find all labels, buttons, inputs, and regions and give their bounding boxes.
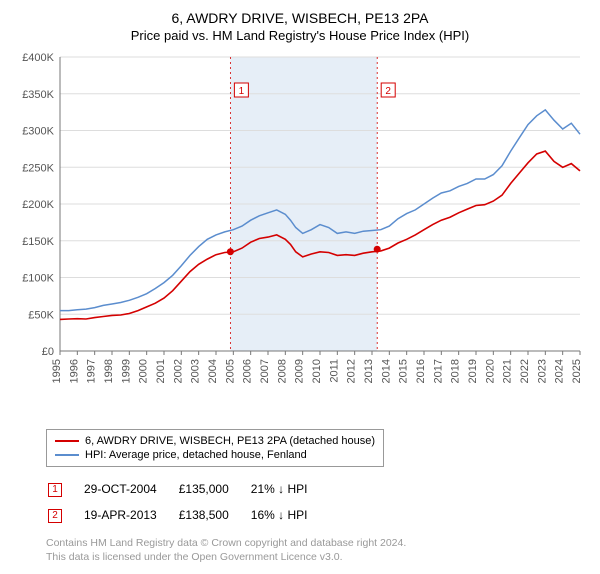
table-row: 1 29-OCT-2004£135,00021% ↓ HPI [48,477,327,501]
svg-text:2010: 2010 [311,359,323,383]
chart-title: 6, AWDRY DRIVE, WISBECH, PE13 2PA [10,10,590,26]
svg-text:2015: 2015 [398,359,410,383]
svg-text:1998: 1998 [103,359,115,383]
sale-delta: 21% ↓ HPI [251,477,328,501]
svg-text:2007: 2007 [259,359,271,383]
table-row: 2 19-APR-2013£138,50016% ↓ HPI [48,503,327,527]
svg-text:2008: 2008 [276,359,288,383]
svg-text:2020: 2020 [484,359,496,383]
svg-text:1997: 1997 [86,359,98,383]
svg-text:2: 2 [385,86,391,97]
svg-text:2006: 2006 [242,359,254,383]
svg-text:£50K: £50K [28,309,54,321]
svg-text:£400K: £400K [22,52,54,64]
svg-text:2017: 2017 [432,359,444,383]
sales-table: 1 29-OCT-2004£135,00021% ↓ HPI 2 19-APR-201… [46,475,329,529]
svg-text:2016: 2016 [415,359,427,383]
svg-text:£200K: £200K [22,199,54,211]
svg-text:2012: 2012 [346,359,358,383]
svg-text:2005: 2005 [224,359,236,383]
svg-text:1995: 1995 [51,359,63,383]
sale-price: £138,500 [179,503,249,527]
svg-text:1999: 1999 [120,359,132,383]
footer-attribution: Contains HM Land Registry data © Crown c… [46,537,590,564]
sale-date: 29-OCT-2004 [84,477,177,501]
svg-text:2000: 2000 [138,359,150,383]
legend-label: HPI: Average price, detached house, Fenl… [85,449,307,461]
legend-row: 6, AWDRY DRIVE, WISBECH, PE13 2PA (detac… [55,434,375,448]
footer-line-2: This data is licensed under the Open Gov… [46,551,590,565]
legend-swatch [55,454,79,456]
svg-text:2022: 2022 [519,359,531,383]
svg-text:2011: 2011 [328,359,340,383]
svg-text:£300K: £300K [22,126,54,138]
svg-text:2004: 2004 [207,359,219,383]
svg-text:2025: 2025 [571,359,583,383]
svg-text:2009: 2009 [294,359,306,383]
sale-marker: 1 [48,483,62,497]
svg-text:2014: 2014 [380,359,392,383]
svg-text:1996: 1996 [68,359,80,383]
price-chart: £0 £50K £100K £150K £200K £250K £300K £350K £400… [10,51,590,421]
svg-text:2002: 2002 [172,359,184,383]
svg-text:2018: 2018 [450,359,462,383]
sale-price: £135,000 [179,477,249,501]
sale-marker: 2 [48,509,62,523]
svg-text:£350K: £350K [22,89,54,101]
legend-row: HPI: Average price, detached house, Fenl… [55,448,375,462]
sale-delta: 16% ↓ HPI [251,503,328,527]
svg-text:£150K: £150K [22,236,54,248]
sale-date: 19-APR-2013 [84,503,177,527]
svg-text:2023: 2023 [536,359,548,383]
svg-text:1: 1 [239,86,245,97]
svg-text:2019: 2019 [467,359,479,383]
svg-text:2021: 2021 [502,359,514,383]
svg-text:£0: £0 [42,346,54,358]
svg-text:£250K: £250K [22,162,54,174]
legend-label: 6, AWDRY DRIVE, WISBECH, PE13 2PA (detac… [85,435,375,447]
legend: 6, AWDRY DRIVE, WISBECH, PE13 2PA (detac… [46,429,384,467]
svg-text:2003: 2003 [190,359,202,383]
svg-text:2013: 2013 [363,359,375,383]
footer-line-1: Contains HM Land Registry data © Crown c… [46,537,590,551]
svg-text:2024: 2024 [554,359,566,383]
svg-text:£100K: £100K [22,273,54,285]
chart-subtitle: Price paid vs. HM Land Registry's House … [10,28,590,43]
svg-text:2001: 2001 [155,359,167,383]
legend-swatch [55,440,79,442]
